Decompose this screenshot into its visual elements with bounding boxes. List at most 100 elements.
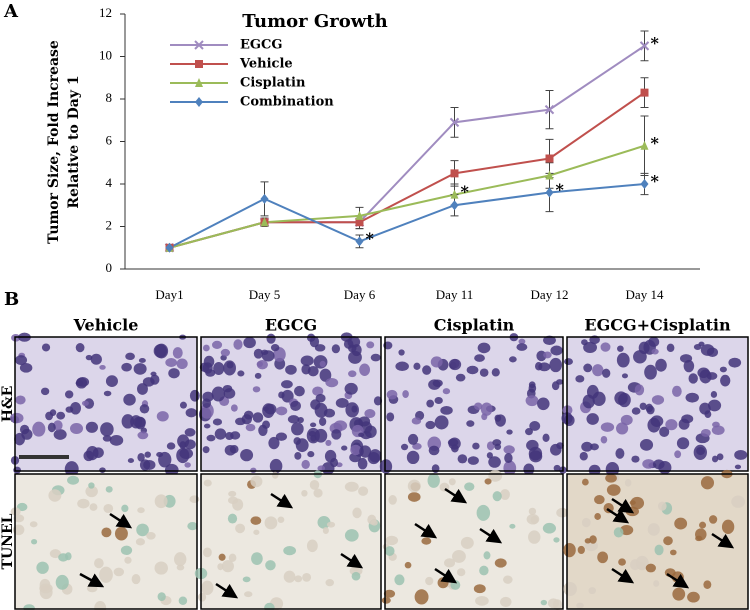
cell [120, 545, 133, 555]
cell [395, 361, 409, 372]
cell [314, 344, 326, 352]
annotation: * [556, 180, 565, 199]
cell [174, 552, 187, 567]
cell [698, 341, 705, 347]
cell [448, 358, 462, 371]
cell [308, 430, 316, 437]
point [450, 200, 459, 211]
cell [81, 400, 89, 406]
column-header: Cisplatin [434, 316, 515, 335]
point [195, 97, 203, 107]
cell [105, 486, 113, 493]
cell [165, 358, 178, 367]
cell [133, 363, 147, 375]
y-axis-label: Tumor Size, Fold Increase [46, 40, 62, 244]
image-border [566, 473, 749, 610]
x-tick-label: Day1 [155, 287, 183, 302]
cell [294, 452, 302, 460]
cell [137, 383, 148, 395]
cell [350, 444, 362, 456]
cell [319, 417, 327, 426]
cell [220, 348, 230, 357]
cell [634, 384, 645, 396]
cell [670, 549, 677, 556]
cell [244, 591, 253, 598]
cell [688, 373, 698, 384]
cell [411, 417, 422, 425]
cell [503, 575, 513, 584]
cell [154, 343, 169, 359]
point [545, 154, 554, 163]
cell [245, 423, 256, 432]
cell [422, 365, 432, 375]
cell [211, 386, 226, 402]
cell [309, 336, 320, 348]
cell [687, 591, 700, 603]
cell [212, 418, 223, 426]
cell [383, 589, 396, 598]
cell [185, 408, 198, 418]
arrow [479, 527, 503, 544]
cell [265, 560, 276, 571]
cell [58, 553, 69, 562]
row-label: H&E [0, 386, 16, 423]
cell [250, 475, 263, 488]
cell [202, 446, 210, 454]
cell [19, 363, 33, 373]
cell [381, 597, 391, 604]
cell [500, 489, 510, 500]
cell [261, 350, 275, 362]
cell [494, 558, 507, 568]
cell [86, 445, 99, 461]
cell [264, 602, 275, 610]
cell [137, 431, 149, 440]
cell [504, 453, 513, 464]
cell [105, 375, 118, 387]
cell [297, 416, 304, 424]
image-bg [201, 474, 381, 609]
cell [11, 334, 21, 342]
cell [613, 527, 624, 538]
cell [218, 553, 226, 561]
cell [674, 450, 682, 459]
micrograph [379, 333, 567, 476]
point [355, 210, 364, 220]
cell [85, 421, 99, 433]
cell [137, 507, 145, 514]
cell [40, 387, 50, 396]
cell [639, 402, 647, 411]
cell [139, 404, 150, 414]
cell [203, 423, 211, 429]
cell [341, 445, 348, 451]
x-tick-label: Day 5 [249, 287, 280, 302]
y-tick-label: 10 [99, 47, 112, 62]
cell [616, 352, 630, 368]
cell [542, 433, 550, 443]
cell [483, 551, 491, 560]
cell [704, 410, 712, 418]
arrow [606, 507, 630, 524]
cell [440, 405, 453, 415]
cell [275, 432, 288, 441]
cell [528, 507, 537, 515]
arrow [215, 582, 239, 599]
cell [466, 365, 479, 375]
cell [189, 495, 200, 504]
cell [184, 462, 191, 468]
cell [357, 457, 368, 470]
cell [528, 530, 541, 544]
cell [434, 415, 449, 430]
arrow [270, 492, 294, 509]
cell [36, 561, 49, 574]
cell [49, 549, 61, 559]
cell [301, 459, 310, 469]
cell [579, 451, 588, 461]
image-border [384, 336, 564, 472]
row-label: TUNEL [0, 513, 16, 569]
cell [131, 574, 141, 585]
cell [681, 414, 694, 424]
cell [672, 385, 682, 397]
cell [164, 463, 179, 477]
cell [503, 460, 517, 476]
cell [624, 479, 632, 487]
